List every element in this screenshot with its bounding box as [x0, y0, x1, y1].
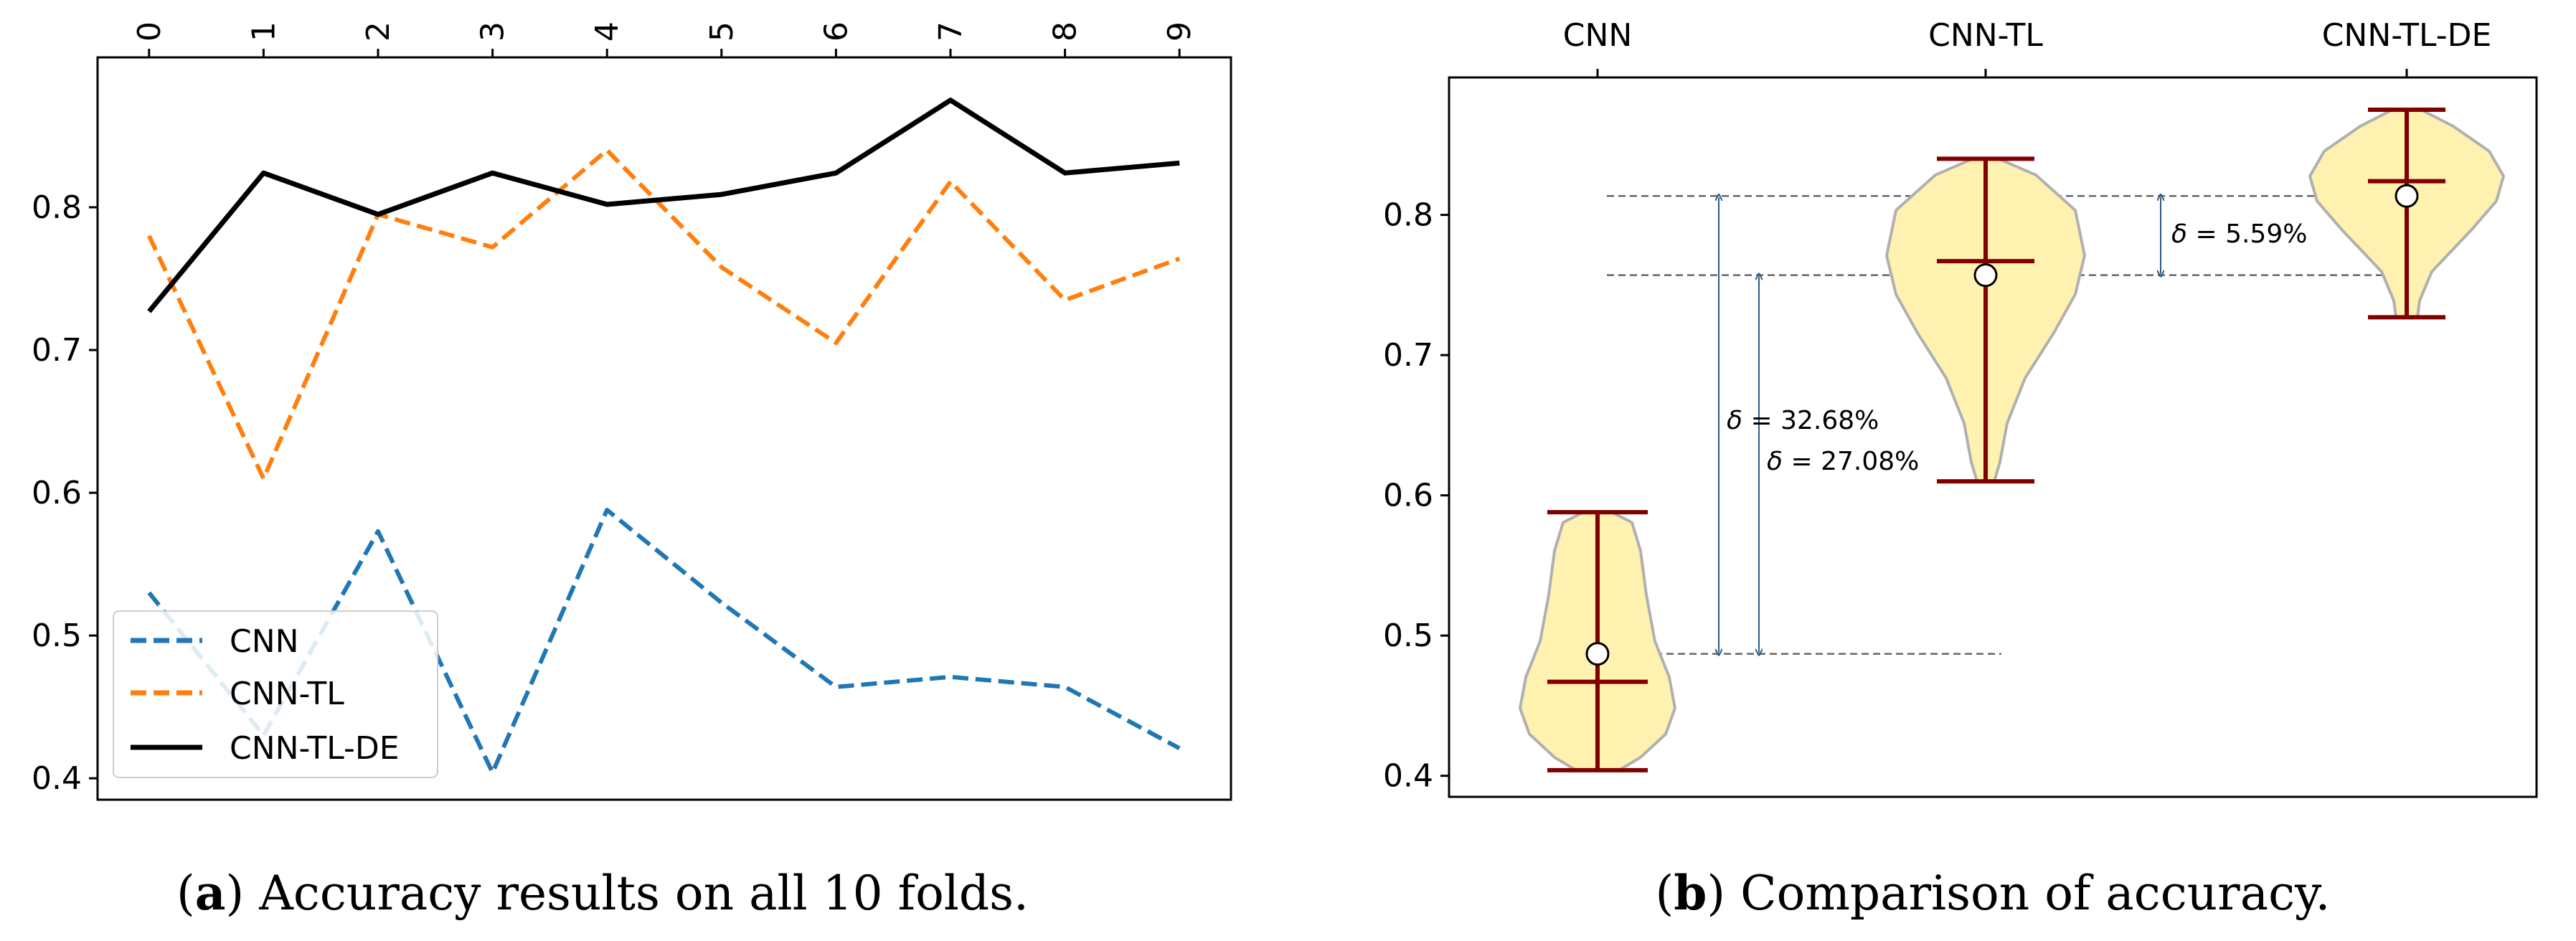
a-xtick-label: 3 [475, 22, 511, 42]
caption-b: (b) Comparison of accuracy. [1655, 865, 2330, 921]
panel-a-x-ticks: 0 1 2 3 4 5 6 7 8 9 [131, 22, 1198, 57]
b-xtick-label-cnn: CNN [1563, 17, 1633, 54]
a-ytick-label: 0.6 [32, 475, 82, 511]
a-xtick-label: 1 [245, 22, 282, 42]
a-xtick-label: 6 [818, 22, 854, 42]
panel-b-y-ticks: 0.4 0.5 0.6 0.7 0.8 [1383, 197, 1449, 795]
b-ytick-label: 0.5 [1383, 618, 1433, 654]
a-xtick-label: 0 [131, 22, 168, 42]
a-ytick-label: 0.8 [32, 189, 82, 226]
b-ytick-label: 0.7 [1383, 337, 1433, 374]
legend-label-cnn: CNN [230, 623, 299, 660]
panel-b-x-ticks: CNN CNN-TL CNN-TL-DE [1563, 17, 2492, 77]
violin-mean-marker-cnn-tl-de [2395, 184, 2419, 208]
legend-box [113, 610, 438, 778]
b-ytick-label: 0.6 [1383, 478, 1433, 514]
panel-a-line-chart: 0.4 0.5 0.6 0.7 0.8 0 1 2 3 4 5 6 7 8 9 CNN CNN-TL CN… [32, 22, 1232, 921]
series-line-cnn-tl-de [147, 98, 1180, 313]
panel-a-y-ticks: 0.4 0.5 0.6 0.7 0.8 [32, 189, 98, 797]
a-xtick-label: 9 [1161, 22, 1198, 42]
a-ytick-label: 0.7 [32, 332, 82, 369]
delta-label-2: δ = 27.08% [1767, 447, 1919, 476]
legend-label-cnn-tl: CNN-TL [230, 676, 344, 712]
panel-b-axes-frame [1448, 76, 2538, 798]
a-xtick-label: 8 [1047, 22, 1084, 42]
caption-a: (a) Accuracy results on all 10 folds. [176, 865, 1029, 921]
a-xtick-label: 4 [589, 22, 626, 42]
violin-mean-marker-cnn-tl [1973, 263, 1998, 288]
a-ytick-label: 0.5 [32, 618, 82, 654]
a-xtick-label: 2 [360, 22, 397, 42]
delta-label-3: δ = 5.59% [2171, 219, 2307, 249]
delta-label-1: δ = 32.68% [1727, 406, 1879, 435]
b-xtick-label-cnn-tl: CNN-TL [1928, 17, 2043, 54]
series-line-cnn-tl [147, 148, 1181, 481]
panel-b-violin-chart: 0.4 0.5 0.6 0.7 0.8 CNN CNN-TL CNN-TL-DE δ = 3… [1383, 17, 2538, 921]
violin-mean-marker-cnn [1585, 642, 1610, 666]
a-xtick-label: 5 [704, 22, 740, 42]
a-ytick-label: 0.4 [32, 760, 82, 797]
b-ytick-label: 0.4 [1383, 758, 1433, 795]
a-xtick-label: 7 [933, 22, 969, 42]
panel-a-axes-frame [96, 56, 1232, 801]
legend-label-cnn-tl-de: CNN-TL-DE [230, 730, 400, 767]
b-xtick-label-cnn-tl-de: CNN-TL-DE [2322, 17, 2492, 54]
panel-b-violins [1519, 107, 2505, 772]
panel-b-annotations: δ = 32.68% δ = 27.08% δ = 5.59% [1719, 197, 2307, 652]
b-ytick-label: 0.8 [1383, 197, 1433, 234]
panel-a-legend: CNN CNN-TL CNN-TL-DE [113, 610, 438, 778]
panel-b-reference-lines [1598, 194, 2407, 655]
